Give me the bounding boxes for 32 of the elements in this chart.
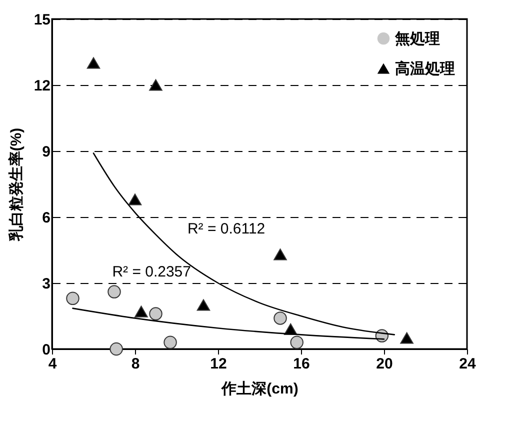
y-tick-label: 12 (34, 78, 50, 94)
x-tick-label: 24 (459, 356, 476, 372)
point (86, 57, 100, 69)
x-tick-label: 8 (131, 356, 140, 372)
y-tick-label: 3 (42, 276, 50, 292)
point (134, 306, 148, 318)
annotation: R² = 0.2357 (112, 263, 192, 280)
point (274, 248, 287, 260)
x-tick-label: 20 (376, 356, 393, 372)
x-tick-label: 4 (48, 356, 58, 372)
point (290, 336, 304, 350)
y-axis-title: 乳白粒発生率(%) (6, 128, 25, 242)
point (149, 307, 162, 320)
annotation: R² = 0.6112 (187, 220, 266, 238)
y-tick-label: 0 (42, 342, 50, 358)
point (274, 312, 287, 325)
point (149, 79, 162, 91)
y-tick-label: 15 (34, 12, 50, 28)
point (110, 342, 123, 356)
x-axis-title: 作土深(cm) (220, 380, 298, 398)
x-tick-label: 12 (210, 356, 227, 372)
x-tick-label: 16 (293, 356, 310, 372)
legend-label: 高温処理 (395, 60, 455, 78)
point (196, 299, 210, 311)
y-tick-label: 6 (42, 210, 50, 226)
point (108, 285, 121, 298)
point (66, 292, 80, 306)
point (128, 194, 142, 206)
point (164, 336, 177, 350)
point (400, 332, 414, 344)
legend-label: 無処理 (394, 30, 440, 48)
y-tick-label: 9 (42, 144, 50, 160)
